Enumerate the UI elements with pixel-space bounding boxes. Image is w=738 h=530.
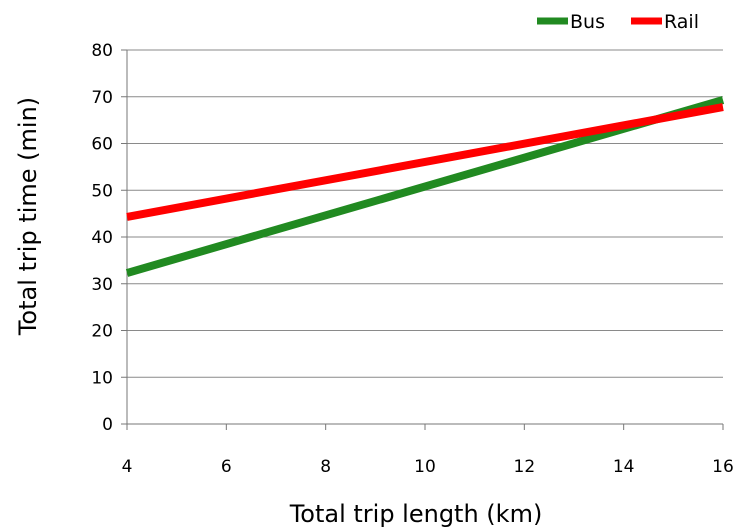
legend-label-bus: Bus — [570, 11, 605, 33]
x-tick-label: 14 — [613, 457, 635, 477]
legend-label-rail: Rail — [664, 11, 699, 33]
series-lines — [125, 96, 725, 277]
legend: Bus Rail — [537, 11, 699, 33]
gridlines — [127, 49, 723, 378]
x-ticks: 4 6 8 10 12 14 16 — [122, 424, 734, 477]
x-tick-label: 8 — [320, 457, 331, 477]
y-tick-label: 10 — [91, 368, 113, 388]
y-ticks: 0 10 20 30 40 50 60 70 80 — [91, 41, 127, 435]
x-tick-label: 12 — [514, 457, 536, 477]
x-tick-label: 4 — [122, 457, 133, 477]
x-tick-label: 16 — [712, 457, 734, 477]
x-tick-label: 10 — [414, 457, 436, 477]
y-tick-label: 80 — [91, 41, 113, 61]
y-tick-label: 30 — [91, 275, 113, 295]
series-line-rail — [126, 103, 724, 221]
y-tick-label: 40 — [91, 228, 113, 248]
y-tick-label: 50 — [91, 181, 113, 201]
y-tick-label: 70 — [91, 88, 113, 108]
y-tick-label: 60 — [91, 135, 113, 155]
y-tick-label: 0 — [102, 415, 113, 435]
x-axis-title: Total trip length (km) — [289, 500, 543, 528]
y-tick-label: 20 — [91, 322, 113, 342]
y-axis-title: Total trip time (min) — [14, 97, 42, 336]
x-tick-label: 6 — [221, 457, 232, 477]
